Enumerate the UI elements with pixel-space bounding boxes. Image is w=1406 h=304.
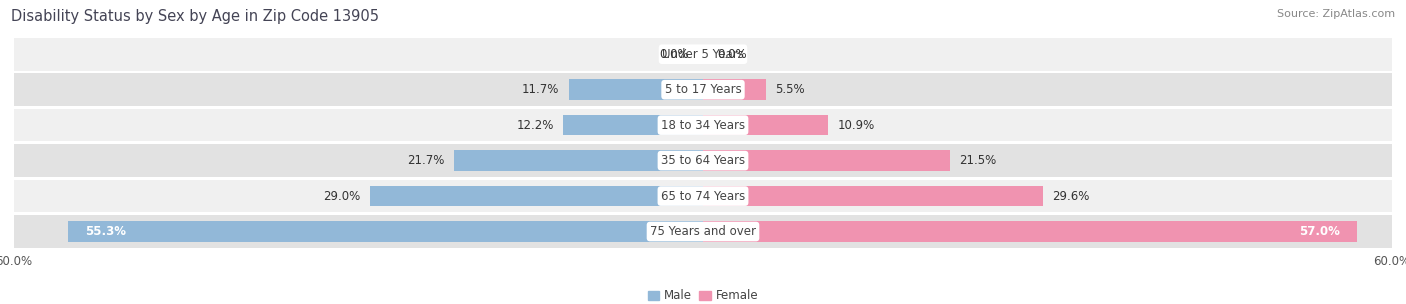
Text: 55.3%: 55.3% [86, 225, 127, 238]
Text: Disability Status by Sex by Age in Zip Code 13905: Disability Status by Sex by Age in Zip C… [11, 9, 380, 24]
Bar [67, 221, 703, 242]
Text: 12.2%: 12.2% [516, 119, 554, 132]
Text: 21.7%: 21.7% [408, 154, 444, 167]
Bar [703, 150, 950, 171]
Text: 75 Years and over: 75 Years and over [650, 225, 756, 238]
Bar [14, 180, 1392, 212]
Bar [562, 115, 703, 136]
Text: 29.6%: 29.6% [1052, 190, 1090, 202]
Text: 21.5%: 21.5% [959, 154, 997, 167]
Legend: Male, Female: Male, Female [643, 285, 763, 304]
Text: Under 5 Years: Under 5 Years [662, 48, 744, 61]
Bar [14, 109, 1392, 141]
Text: 0.0%: 0.0% [659, 48, 689, 61]
Bar [14, 215, 1392, 248]
Text: 0.0%: 0.0% [717, 48, 747, 61]
Text: 35 to 64 Years: 35 to 64 Years [661, 154, 745, 167]
Bar [703, 221, 1358, 242]
Text: 11.7%: 11.7% [522, 83, 560, 96]
Bar [370, 186, 703, 206]
Bar [703, 186, 1043, 206]
Text: 65 to 74 Years: 65 to 74 Years [661, 190, 745, 202]
Bar [703, 115, 828, 136]
Text: 29.0%: 29.0% [323, 190, 361, 202]
Text: 10.9%: 10.9% [838, 119, 875, 132]
Bar [454, 150, 703, 171]
Text: 5.5%: 5.5% [775, 83, 806, 96]
Text: 5 to 17 Years: 5 to 17 Years [665, 83, 741, 96]
Bar [568, 79, 703, 100]
Bar [14, 144, 1392, 177]
Text: 18 to 34 Years: 18 to 34 Years [661, 119, 745, 132]
Text: Source: ZipAtlas.com: Source: ZipAtlas.com [1277, 9, 1395, 19]
Text: 57.0%: 57.0% [1299, 225, 1340, 238]
Bar [703, 79, 766, 100]
Bar [14, 73, 1392, 106]
Bar [14, 38, 1392, 71]
